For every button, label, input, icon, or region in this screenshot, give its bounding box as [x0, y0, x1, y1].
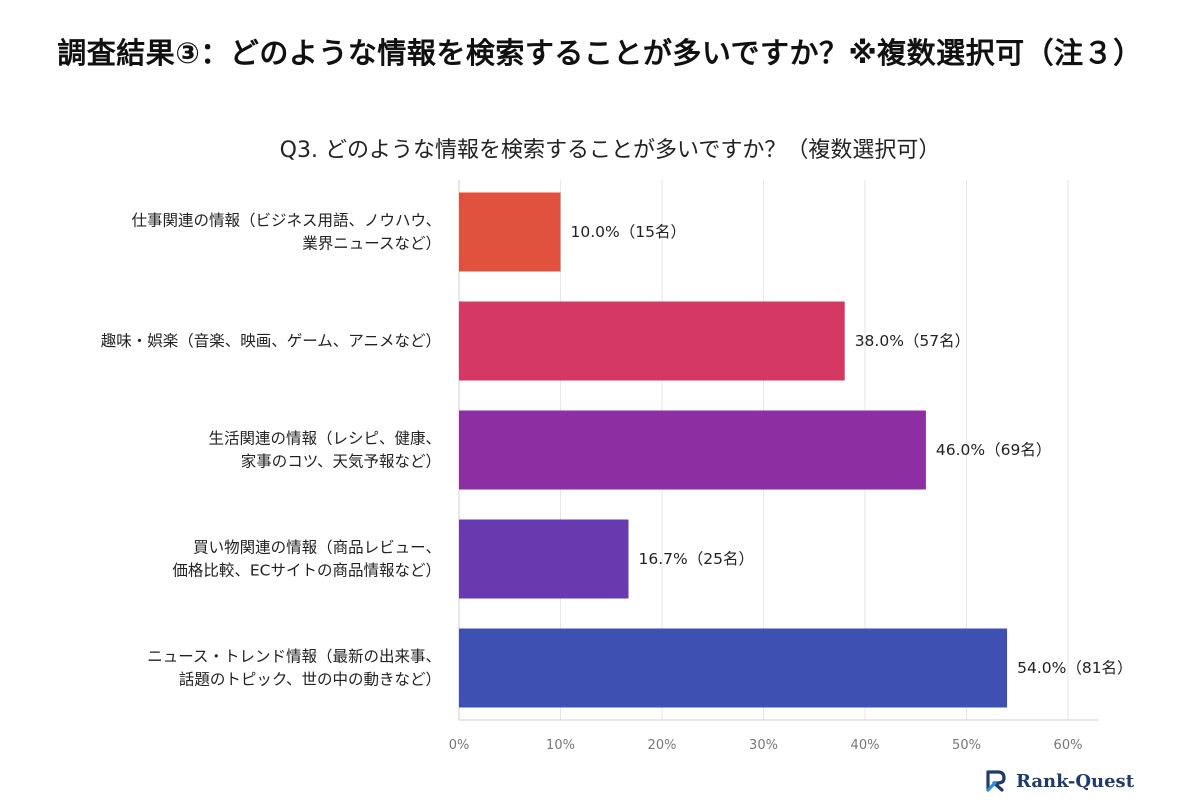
category-labels: 仕事関連の情報（ビジネス用語、ノウハウ、業界ニュースなど） 趣味・娯楽（音楽、映画… [101, 212, 441, 689]
brand-name: Rank-Quest [1016, 770, 1135, 792]
x-tick-label: 60% [1054, 738, 1083, 753]
x-tick-label: 30% [749, 738, 778, 753]
rank-quest-logo-icon [986, 770, 1006, 792]
bar [459, 410, 926, 490]
bar [459, 192, 561, 272]
category-label: 仕事関連の情報（ビジネス用語、ノウハウ、 [131, 212, 441, 230]
x-tick-label: 50% [952, 738, 981, 753]
category-label: 家事のコツ、天気予報など） [241, 453, 441, 471]
data-label: 38.0%（57名） [855, 332, 970, 350]
category-label: 買い物関連の情報（商品レビュー、 [193, 539, 441, 557]
brand-logo: Rank-Quest [984, 766, 1134, 796]
category-label: ニュース・トレンド情報（最新の出来事、 [147, 648, 441, 666]
category-label: 業界ニュースなど） [302, 235, 441, 253]
value-labels: 10.0%（15名） 38.0%（57名） 46.0%（69名） 16.7%（25名）… [571, 223, 1133, 677]
data-label: 54.0%（81名） [1017, 659, 1132, 677]
page-title: 調査結果③：どのような情報を検索することが多いですか？※複数選択可（注３） [57, 36, 1143, 70]
x-tick-label: 20% [648, 738, 677, 753]
x-tick-label: 40% [851, 738, 880, 753]
category-label: 話題のトピック、世の中の動きなど） [179, 671, 441, 689]
x-tick-label: 0% [449, 738, 470, 753]
data-label: 10.0%（15名） [571, 223, 686, 241]
data-label: 16.7%（25名） [639, 550, 754, 568]
x-axis-ticks: 0% 10% 20% 30% 40% 50% 60% [449, 738, 1083, 753]
bar [459, 628, 1008, 708]
category-label: 生活関連の情報（レシピ、健康、 [208, 430, 441, 448]
bar [459, 519, 629, 599]
bar [459, 301, 845, 381]
category-label: 趣味・娯楽（音楽、映画、ゲーム、アニメなど） [101, 332, 441, 350]
data-label: 46.0%（69名） [936, 441, 1051, 459]
category-label: 価格比較、ECサイトの商品情報など） [172, 562, 441, 580]
bars [459, 192, 1008, 708]
x-tick-label: 10% [546, 738, 575, 753]
chart-title: Q3. どのような情報を検索することが多いですか？（複数選択可） [280, 138, 941, 163]
